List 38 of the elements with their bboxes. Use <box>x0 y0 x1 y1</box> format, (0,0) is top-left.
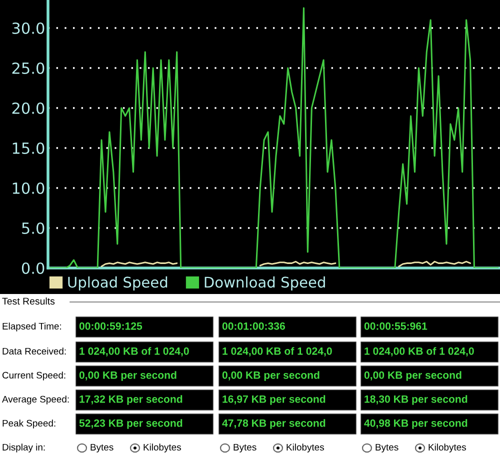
text: Peak Speed: <box>2 420 56 428</box>
y-tick-label: 5.0 <box>22 222 44 234</box>
text: Bytes <box>234 444 256 452</box>
text: 00:01:00:336 <box>222 322 285 330</box>
y-tick-label: 25.0 <box>12 62 44 74</box>
text: 0,00 KB per second <box>364 371 462 381</box>
text: Data Received: <box>2 348 66 355</box>
line-series <box>49 7 499 268</box>
text: 1 024,00 KB of 1 024,0 <box>222 347 332 356</box>
text: 1 024,00 KB of 1 024,0 <box>80 347 189 356</box>
text: Current Speed: <box>2 372 66 380</box>
y-tick-label: 10.0 <box>12 182 44 194</box>
text: Average Speed: <box>2 396 69 404</box>
text: 18,30 KB per second <box>364 395 468 405</box>
y-tick-label: 0.0 <box>22 262 44 274</box>
text: Kilobytes <box>286 444 324 452</box>
text: Bytes <box>376 444 398 452</box>
text: 52,23 KB per second <box>79 419 182 429</box>
text: 17,32 KB per second <box>80 395 182 405</box>
text: Test Results <box>2 297 55 305</box>
legend-label: Download Speed <box>204 276 325 291</box>
text: Elapsed Time: <box>2 322 61 332</box>
text: 0,00 KB per second <box>79 371 176 381</box>
text: 47,78 KB per second <box>222 419 326 429</box>
legend-label: Upload Speed <box>68 276 168 291</box>
text: Bytes <box>90 444 114 452</box>
y-tick-label: 20.0 <box>12 102 44 114</box>
text: 00:00:59:125 <box>79 322 142 330</box>
text: Display in: <box>2 444 45 452</box>
text: 0,00 KB per second <box>222 371 320 381</box>
y-tick-label: 30.0 <box>12 22 44 34</box>
text: Kilobytes <box>428 444 466 452</box>
text: 16,97 KB per second <box>222 395 326 405</box>
text: 1 024,00 KB of 1 024,0 <box>364 347 474 356</box>
y-tick-label: 15.0 <box>12 142 44 154</box>
text: 40,98 KB per second <box>364 419 468 429</box>
text: 00:00:55:961 <box>364 322 428 330</box>
text: Kilobytes <box>144 444 181 452</box>
